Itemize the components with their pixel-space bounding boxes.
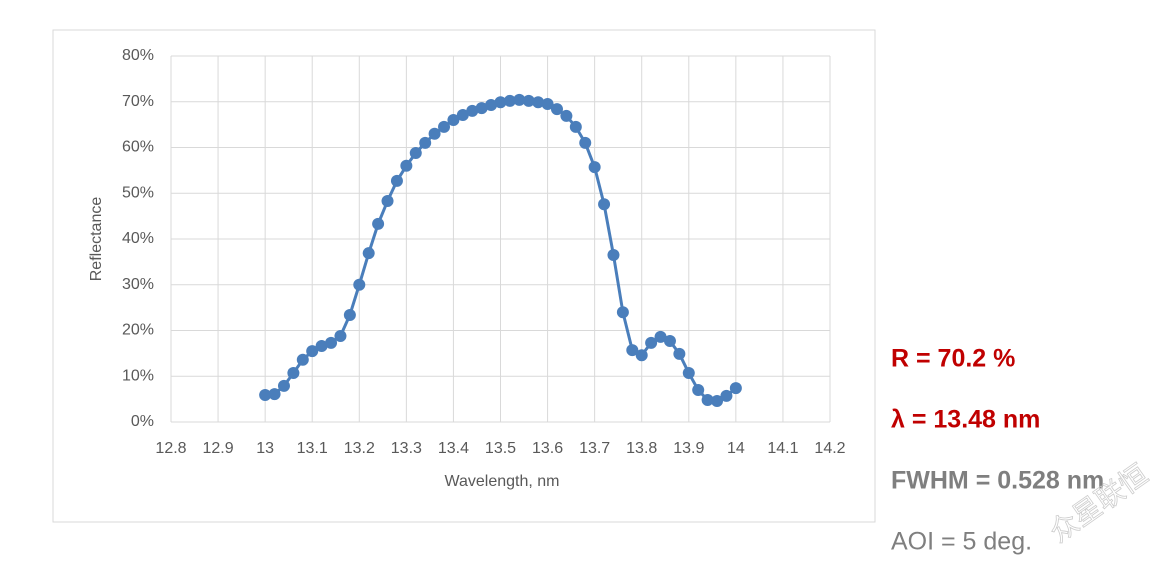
data-point — [438, 120, 451, 133]
x-tick-label: 13.9 — [673, 440, 704, 457]
data-point — [325, 336, 338, 349]
data-point — [259, 389, 272, 402]
data-point — [663, 335, 676, 348]
data-point — [372, 217, 385, 230]
data-point — [635, 349, 648, 362]
data-point — [513, 93, 526, 106]
data-point — [494, 96, 507, 109]
data-point — [550, 103, 563, 116]
data-point — [522, 94, 535, 107]
annotation: AOI = 5 deg. — [891, 528, 1032, 556]
data-point — [711, 394, 724, 407]
x-tick-label: 14.1 — [767, 440, 798, 457]
data-point — [277, 379, 290, 392]
data-point — [692, 383, 705, 396]
data-point — [334, 329, 347, 342]
data-point — [729, 382, 742, 395]
data-point — [701, 394, 714, 407]
data-point — [343, 308, 356, 321]
data-point — [598, 198, 611, 211]
data-point — [362, 247, 375, 260]
data-point — [532, 96, 545, 109]
data-point — [390, 174, 403, 187]
y-tick-label: 60% — [122, 139, 154, 156]
y-tick-label: 30% — [122, 276, 154, 293]
data-point — [673, 347, 686, 360]
y-tick-label: 40% — [122, 230, 154, 247]
x-tick-label: 13.5 — [485, 440, 516, 457]
data-point — [475, 102, 488, 115]
x-tick-label: 14 — [727, 440, 745, 457]
x-tick-label: 14.2 — [814, 440, 845, 457]
data-point — [409, 146, 422, 159]
data-point — [645, 336, 658, 349]
y-tick-label: 0% — [131, 413, 154, 430]
data-point — [447, 114, 460, 127]
data-point — [287, 367, 300, 380]
annotation: λ = 13.48 nm — [891, 406, 1040, 434]
data-point — [541, 98, 554, 111]
annotation: R = 70.2 % — [891, 345, 1015, 373]
data-point — [720, 389, 733, 402]
x-tick-label: 13.3 — [391, 440, 422, 457]
x-tick-label: 12.8 — [155, 440, 186, 457]
data-point — [616, 306, 629, 319]
data-point — [306, 345, 319, 358]
data-point — [315, 340, 328, 353]
x-tick-label: 13.2 — [344, 440, 375, 457]
y-tick-label: 10% — [122, 367, 154, 384]
data-point — [682, 367, 695, 380]
data-point — [588, 161, 601, 174]
x-tick-label: 13.7 — [579, 440, 610, 457]
data-point — [456, 109, 469, 122]
x-tick-label: 13.6 — [532, 440, 563, 457]
data-point — [579, 136, 592, 149]
data-point — [428, 127, 441, 140]
y-tick-label: 70% — [122, 93, 154, 110]
x-tick-label: 12.9 — [203, 440, 234, 457]
data-point — [381, 195, 394, 208]
x-tick-label: 13.4 — [438, 440, 469, 457]
data-point — [560, 109, 573, 122]
y-tick-label: 20% — [122, 322, 154, 339]
x-axis-label: Wavelength, nm — [444, 473, 559, 490]
y-axis-label: Reflectance — [88, 197, 105, 282]
y-tick-label: 50% — [122, 184, 154, 201]
data-point — [353, 278, 366, 291]
data-point — [268, 388, 281, 401]
data-point — [419, 136, 432, 149]
annotation: FWHM = 0.528 nm — [891, 467, 1104, 495]
data-point — [654, 330, 667, 343]
data-point — [607, 249, 620, 262]
y-tick-label: 80% — [122, 47, 154, 64]
data-point — [626, 344, 639, 357]
data-point — [466, 104, 479, 117]
data-point — [503, 94, 516, 107]
x-tick-label: 13 — [256, 440, 274, 457]
data-point — [569, 120, 582, 133]
data-point — [485, 98, 498, 111]
data-point — [400, 159, 413, 172]
x-tick-label: 13.1 — [297, 440, 328, 457]
x-tick-label: 13.8 — [626, 440, 657, 457]
data-point — [296, 353, 309, 366]
